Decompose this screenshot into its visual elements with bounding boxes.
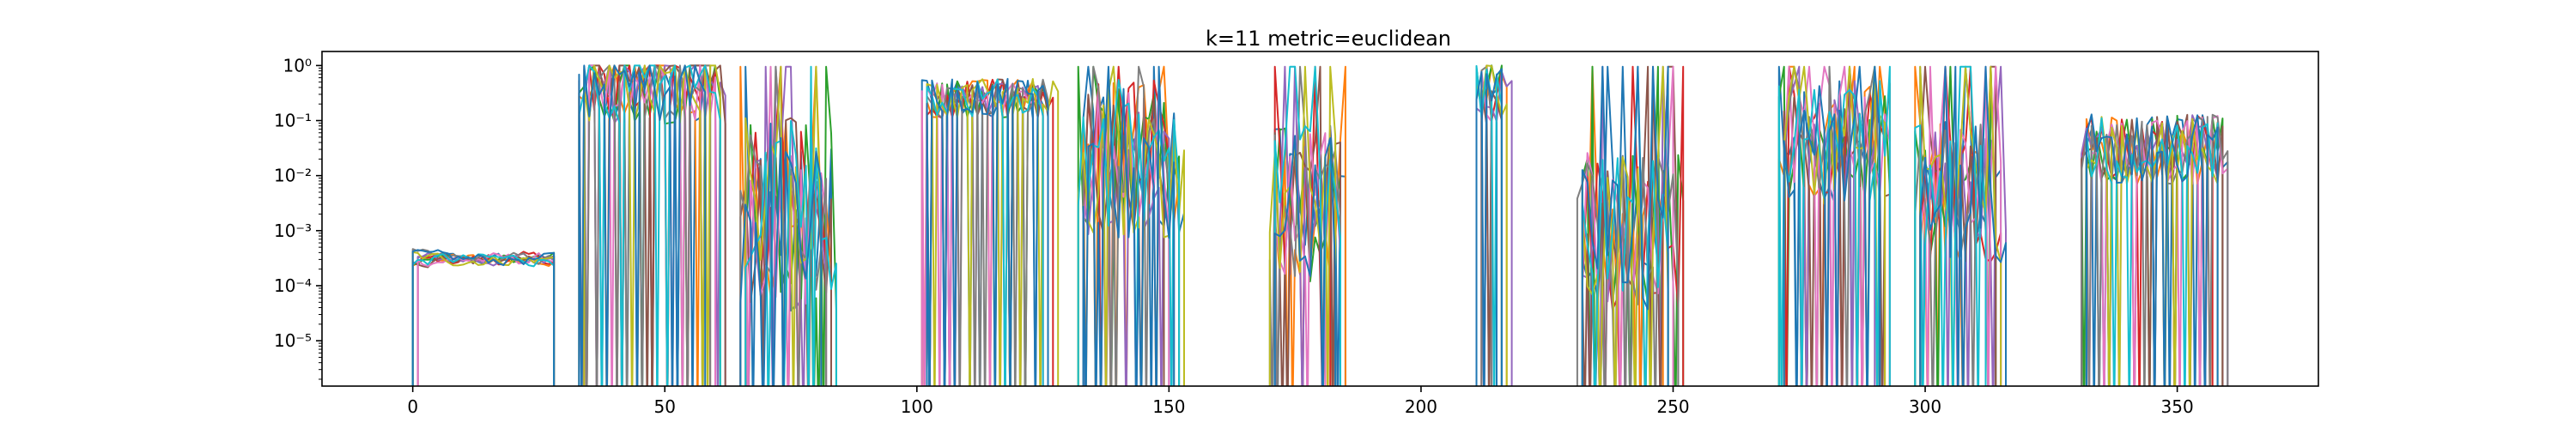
chart-title: k=11 metric=euclidean xyxy=(1206,27,1451,51)
series-line xyxy=(1914,65,1987,386)
series-line xyxy=(578,64,721,386)
series-line xyxy=(1783,65,1891,386)
series-line xyxy=(1475,68,1503,386)
series-line xyxy=(416,252,556,386)
series-line xyxy=(739,123,823,386)
series-line xyxy=(1581,65,1680,386)
series-line xyxy=(1273,135,1337,386)
y-tick-label: 10⁻⁴ xyxy=(274,275,312,296)
series-line xyxy=(1783,65,1881,386)
series-line xyxy=(1581,65,1669,386)
series-line xyxy=(1783,65,1881,386)
series-line xyxy=(2085,113,2219,386)
y-tick-label: 10⁻³ xyxy=(274,221,312,241)
x-tick-label: 200 xyxy=(1405,396,1437,417)
series-line xyxy=(1268,65,1337,386)
series-line xyxy=(1273,65,1341,386)
y-axis: 10⁻⁵ 10⁻⁴ 10⁻³ 10⁻² 10⁻¹ 10⁰ xyxy=(274,55,322,380)
x-tick-label: 50 xyxy=(654,396,676,417)
series-line xyxy=(926,78,1044,386)
series-line xyxy=(583,64,726,386)
series-line xyxy=(416,252,556,386)
series-line xyxy=(1919,65,2007,386)
series-line xyxy=(411,253,556,386)
x-tick-label: 150 xyxy=(1152,396,1185,417)
x-tick-label: 0 xyxy=(407,396,418,417)
y-tick-label: 10⁻² xyxy=(274,166,312,186)
x-tick-label: 250 xyxy=(1656,396,1689,417)
series-line xyxy=(411,251,556,386)
series-line xyxy=(926,78,1049,386)
series-line xyxy=(926,77,1049,386)
series-line xyxy=(2085,117,2219,386)
series-line xyxy=(1082,65,1176,386)
series-line xyxy=(1581,65,1669,386)
x-axis: 0 50 100 150 200 250 300 350 xyxy=(407,386,2194,417)
series-line xyxy=(416,251,556,386)
series-line xyxy=(1777,65,1891,386)
plot-area-frame xyxy=(321,51,2319,387)
x-tick-label: 300 xyxy=(1909,396,1941,417)
y-tick-label: 10⁻⁵ xyxy=(274,330,312,351)
series-line xyxy=(411,254,556,386)
series-line xyxy=(2085,116,2219,386)
series-layer xyxy=(411,64,2229,386)
series-line xyxy=(411,249,556,386)
series-line xyxy=(411,253,556,386)
y-tick-label: 10⁻¹ xyxy=(274,111,312,131)
y-tick-label: 10⁰ xyxy=(283,55,312,76)
series-line xyxy=(411,251,556,386)
x-tick-label: 350 xyxy=(2161,396,2194,417)
series-line xyxy=(411,248,556,386)
series-line xyxy=(1576,154,1680,386)
series-line xyxy=(578,64,707,386)
series-line xyxy=(416,252,556,386)
series-line xyxy=(920,79,1044,386)
x-tick-label: 100 xyxy=(901,396,933,417)
series-line xyxy=(744,65,837,386)
